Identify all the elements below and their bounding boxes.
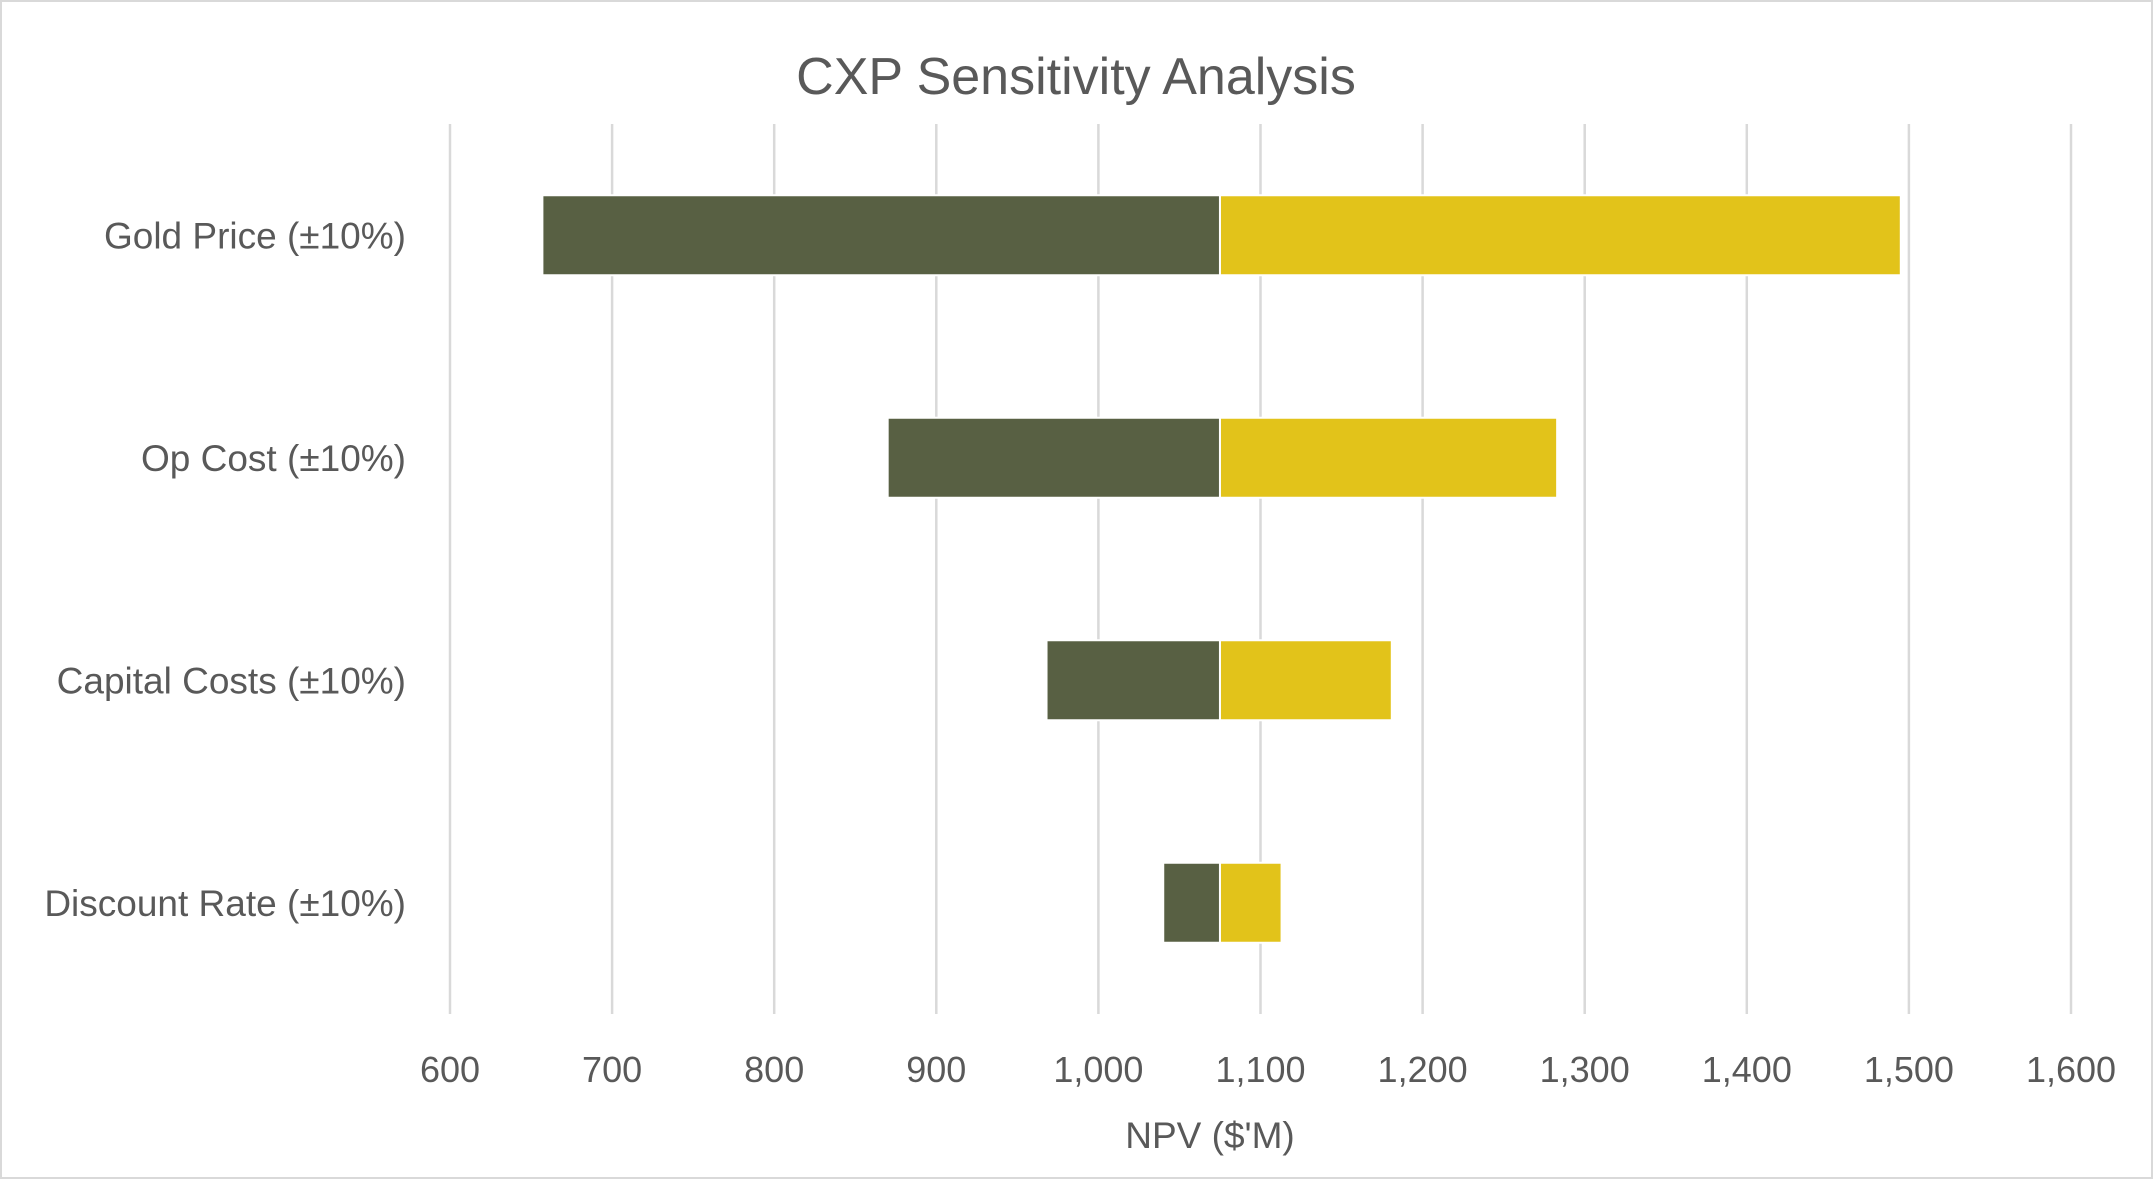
bars [541,194,1902,944]
labels: 600 700 800 900 1,000 1,100 1,200 1,300 1,400 1,5… [44,215,2116,1090]
x-tick-label: 1,200 [1378,1049,1468,1090]
bar-low [541,194,1221,277]
category-label: Discount Rate (±10%) [44,883,406,924]
bar-low [886,416,1221,499]
bar-high [1218,194,1902,277]
bar-high [1218,639,1393,722]
x-tick-label: 1,300 [1540,1049,1630,1090]
bar-high [1218,416,1559,499]
x-tick-label: 1,100 [1215,1049,1305,1090]
x-tick-label: 1,000 [1053,1049,1143,1090]
x-tick-label: 600 [420,1049,480,1090]
x-tick-label: 800 [744,1049,804,1090]
x-tick-label: 1,500 [1864,1049,1954,1090]
x-tick-label: 900 [906,1049,966,1090]
x-tick-label: 1,600 [2026,1049,2116,1090]
bar-low [1162,861,1221,944]
x-tick-label: 1,400 [1702,1049,1792,1090]
category-label: Gold Price (±10%) [104,215,406,256]
bar-low [1045,639,1221,722]
category-label: Capital Costs (±10%) [57,660,406,701]
bar-high [1218,861,1283,944]
x-axis-title: NPV ($'M) [1125,1115,1294,1156]
x-tick-label: 700 [582,1049,642,1090]
chart-title: CXP Sensitivity Analysis [796,48,1356,106]
category-label: Op Cost (±10%) [141,438,406,479]
